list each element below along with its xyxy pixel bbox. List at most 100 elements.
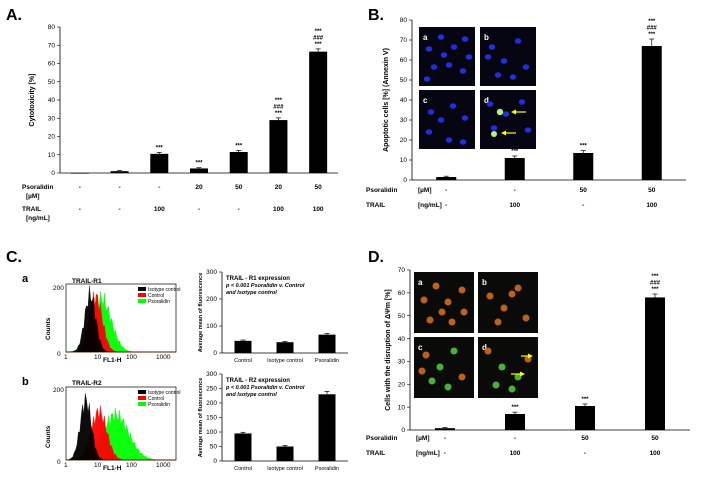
y-tick-label: 0 [213, 458, 217, 465]
legend-label: Psoralidin [148, 299, 170, 305]
apoptotic-cell [491, 131, 497, 137]
x-tick-label: Psoralidin [315, 466, 339, 472]
bar [318, 334, 336, 353]
cell-nucleus [430, 64, 438, 70]
condition-value: - [584, 450, 586, 457]
cell-stain [436, 363, 444, 371]
cell-nucleus [486, 101, 494, 107]
cell-stain [508, 290, 516, 298]
cell-nucleus [465, 54, 473, 60]
annotation-text: TRAIL - R1 expression [226, 276, 290, 282]
x-tick-label: Control [234, 466, 252, 472]
y-tick-label: 300 [206, 371, 217, 378]
significance-label: *** [581, 397, 589, 403]
cell-nucleus [450, 44, 458, 50]
bar [190, 168, 208, 173]
bar [70, 173, 89, 174]
cell-stain [458, 373, 466, 381]
y-tick-label: 0 [51, 170, 55, 177]
legend-swatch [138, 299, 146, 303]
cell-nucleus [490, 125, 498, 131]
cell-stain [498, 363, 506, 371]
hist-x-tick: 100 [126, 462, 137, 469]
chart-b: 0 10 20 30 40 50 60 70 80 Apoptotic cells [%] (An… [366, 17, 686, 209]
y-tick-label: 200 [206, 400, 217, 407]
cell-stain [420, 296, 428, 304]
micrograph-label: d [482, 343, 487, 352]
condition-value: 100 [650, 450, 661, 457]
cell-stain [514, 373, 522, 381]
hist-x-tick: 1000 [156, 462, 171, 469]
hist-title-r1: TRAIL-R1 [72, 278, 102, 285]
hist-counts-label: Counts [45, 425, 52, 448]
condition-row-label: Psoralidin [22, 184, 53, 191]
y-tick-label: 70 [400, 37, 408, 44]
significance-label: ### [650, 281, 661, 287]
cell-nucleus [509, 74, 517, 80]
hist-panel-label-a: a [22, 273, 29, 285]
cell-nucleus [449, 103, 457, 109]
significance-label: *** [648, 32, 656, 38]
cell-nucleus [461, 36, 469, 42]
bar [150, 153, 169, 173]
chart-a: 0 10 20 30 40 50 60 70 80 Cytotoxicity [%] *** *** *… [22, 24, 338, 222]
legend-swatch [138, 390, 146, 394]
bar [110, 171, 129, 173]
micrograph-d-c [414, 337, 474, 398]
micrograph-label: c [418, 343, 423, 352]
significance-label: *** [651, 274, 659, 280]
y-axis-label: Apoptotic cells [%] (Annexin V) [383, 48, 390, 152]
condition-value: 20 [275, 184, 283, 191]
bar [435, 428, 455, 430]
y-tick-label: 50 [398, 313, 406, 320]
bar [575, 406, 595, 430]
cell-nucleus [518, 99, 526, 105]
panel-letter-d: D. [368, 249, 384, 266]
histogram-trail-r1: a TRAIL-R1 Counts FL1-H 0 200 1 10 100 1… [22, 273, 181, 364]
hist-y-tick: 0 [57, 351, 61, 358]
legend-label: Psoralidin [148, 402, 170, 408]
bar [276, 446, 294, 461]
condition-value: 100 [510, 450, 521, 457]
y-tick-label: 0 [213, 350, 217, 357]
cell-nucleus [425, 46, 433, 52]
arrow-right-icon [511, 109, 516, 115]
y-tick-label: 0 [401, 427, 405, 434]
x-tick-label: Psoralidin [315, 358, 339, 364]
cell-nucleus [488, 44, 496, 50]
cell-nucleus [459, 68, 467, 74]
y-tick-label: 0 [403, 177, 407, 184]
condition-row-unit: [ng/mL] [416, 450, 440, 457]
bar [229, 152, 248, 173]
condition-row-label: TRAIL [22, 206, 41, 213]
y-tick-label: 20 [48, 134, 56, 141]
legend-label: Isotype control [148, 287, 181, 293]
y-tick-label: 80 [48, 24, 56, 31]
significance-label: *** [511, 405, 519, 411]
cell-stain [426, 316, 434, 324]
hist-title-r2: TRAIL-R2 [72, 380, 102, 387]
condition-value: - [444, 435, 446, 442]
y-tick-label: 30 [400, 117, 408, 124]
chart-d: 0 10 20 30 40 50 60 70 Cells with the disruption… [366, 267, 690, 457]
arrow-right-icon [520, 371, 525, 377]
y-tick-label: 40 [48, 97, 56, 104]
bar [309, 51, 328, 174]
cell-nucleus [484, 54, 492, 60]
micrograph-d-b [478, 272, 538, 333]
micrograph-label: d [484, 96, 489, 105]
cell-nucleus [461, 115, 469, 121]
y-tick-label: 20 [400, 137, 408, 144]
cell-stain [460, 308, 468, 316]
significance-label: *** [651, 287, 659, 293]
bar [234, 340, 252, 353]
y-tick-label: 60 [398, 290, 406, 297]
condition-value: 50 [580, 187, 588, 194]
bar [318, 394, 336, 461]
cell-nucleus [459, 139, 467, 145]
significance-label: *** [275, 98, 283, 104]
y-tick-label: 70 [48, 42, 56, 49]
y-tick-label: 30 [48, 115, 56, 122]
